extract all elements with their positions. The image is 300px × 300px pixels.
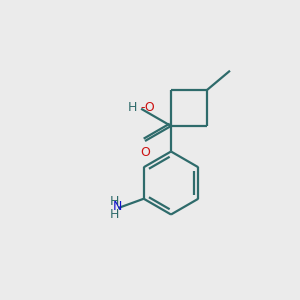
- Text: -O: -O: [140, 101, 155, 114]
- Text: H: H: [110, 195, 119, 208]
- Text: N: N: [112, 200, 122, 213]
- Text: H: H: [110, 208, 119, 221]
- Text: O: O: [140, 146, 150, 159]
- Text: H: H: [128, 101, 137, 114]
